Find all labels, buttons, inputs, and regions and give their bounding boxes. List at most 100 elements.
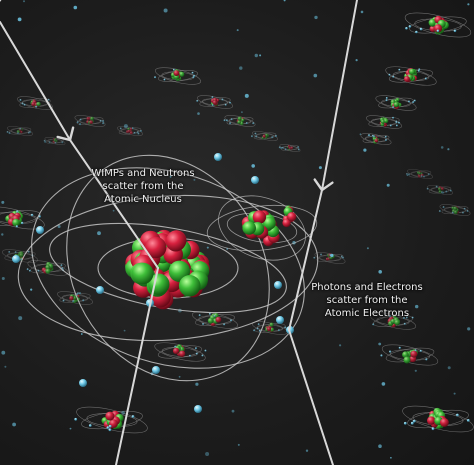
electron-icon — [363, 148, 367, 152]
electron-icon — [213, 315, 216, 317]
atom — [196, 95, 233, 109]
scattered-wimp-track — [0, 0, 159, 465]
nucleus-icon — [261, 133, 269, 140]
neutron-sphere — [45, 268, 51, 274]
electron-icon — [406, 173, 408, 175]
electron-icon — [380, 354, 383, 357]
electron-icon — [251, 135, 253, 138]
electron-icon — [211, 104, 214, 107]
electron-icon — [467, 3, 470, 6]
electron-orbit — [366, 115, 402, 129]
electron-icon — [72, 300, 75, 303]
electron-icon — [283, 0, 286, 2]
electron-icon — [389, 124, 392, 127]
electron-icon — [385, 139, 387, 141]
electron-icon — [23, 0, 25, 3]
nucleus-icon — [265, 322, 275, 333]
electron-icon — [229, 101, 232, 104]
electron-icon — [297, 146, 300, 149]
proton-sphere — [282, 218, 291, 228]
electron-icon — [226, 119, 228, 122]
electron-icon — [251, 164, 255, 168]
electron-icon — [29, 131, 31, 134]
electron-icon — [417, 69, 420, 72]
electron-icon — [123, 329, 126, 332]
nucleus-icon — [287, 145, 294, 151]
electron-icon — [17, 17, 22, 22]
electron-icon — [415, 304, 419, 309]
electron-icon — [320, 253, 323, 256]
electron-icon — [230, 118, 233, 121]
nucleus-icon — [210, 97, 219, 107]
electron-icon — [201, 354, 204, 357]
electron-icon — [462, 211, 464, 214]
proton-sphere — [172, 347, 180, 355]
electron-orbit — [218, 195, 306, 261]
proton-sphere — [129, 131, 133, 135]
electron-icon — [392, 75, 395, 78]
electron-icon — [96, 286, 104, 294]
electron-icon — [1, 200, 5, 204]
electron-icon — [419, 349, 422, 352]
electron-icon — [360, 10, 364, 14]
proton-sphere — [262, 134, 266, 138]
electron-icon — [26, 268, 29, 271]
proton-sphere — [178, 350, 186, 357]
electron-icon — [420, 175, 423, 178]
nucleus-label-line-1: WIMPs and Neutrons — [91, 168, 195, 179]
atom — [369, 312, 417, 330]
electron-icon — [244, 93, 249, 98]
neutron-sphere — [131, 262, 154, 285]
electron-icon — [384, 135, 387, 138]
electron-icon — [339, 344, 342, 347]
electron-orbit — [369, 312, 417, 330]
neutron-sphere — [179, 71, 185, 77]
nucleus-icon — [403, 68, 418, 83]
electron-icon — [62, 299, 65, 302]
electron-icon — [82, 299, 85, 302]
electron-icon — [372, 323, 375, 326]
electron-icon — [453, 29, 457, 33]
electron-icon — [254, 53, 258, 58]
electron-icon — [423, 175, 426, 178]
neutron-sphere — [53, 139, 57, 142]
electron-icon — [281, 146, 284, 149]
neutron-sphere — [19, 252, 24, 258]
electron-icon — [8, 132, 11, 135]
electron-icon — [205, 452, 210, 456]
electron-icon — [21, 102, 24, 105]
main-atom — [12, 153, 319, 413]
electron-icon — [4, 365, 7, 368]
electron-icon — [259, 54, 262, 57]
electron-orbit — [404, 12, 472, 38]
electron-icon — [172, 68, 175, 71]
electron-orbit — [154, 67, 202, 85]
electron-icon — [102, 120, 105, 123]
neutron-sphere — [438, 190, 442, 194]
electron-icon — [412, 101, 415, 104]
electron-icon — [196, 99, 199, 102]
atom — [6, 126, 33, 136]
electron-icon — [1, 233, 4, 236]
electron-icon — [206, 246, 209, 249]
proton-sphere — [287, 212, 297, 222]
electron-scatter-label: Photons and Electrons scatter from the A… — [310, 281, 424, 320]
electron-icon — [451, 211, 454, 214]
electron-icon — [12, 422, 16, 427]
electron-icon — [131, 415, 135, 418]
electron-icon — [403, 317, 406, 319]
electron-icon — [27, 250, 30, 253]
electron-orbit — [0, 206, 45, 230]
nucleus-icon — [172, 344, 186, 358]
electron-icon — [276, 316, 284, 324]
electron-icon — [131, 127, 134, 130]
neutron-sphere — [394, 319, 400, 326]
electron-icon — [99, 119, 102, 122]
neutron-sphere — [393, 102, 399, 108]
electron-icon — [61, 141, 64, 144]
electron-icon — [398, 346, 401, 349]
electron-icon — [74, 417, 78, 421]
electron-icon — [392, 106, 395, 109]
electron-orbit — [427, 185, 453, 195]
electron-icon — [230, 319, 233, 322]
